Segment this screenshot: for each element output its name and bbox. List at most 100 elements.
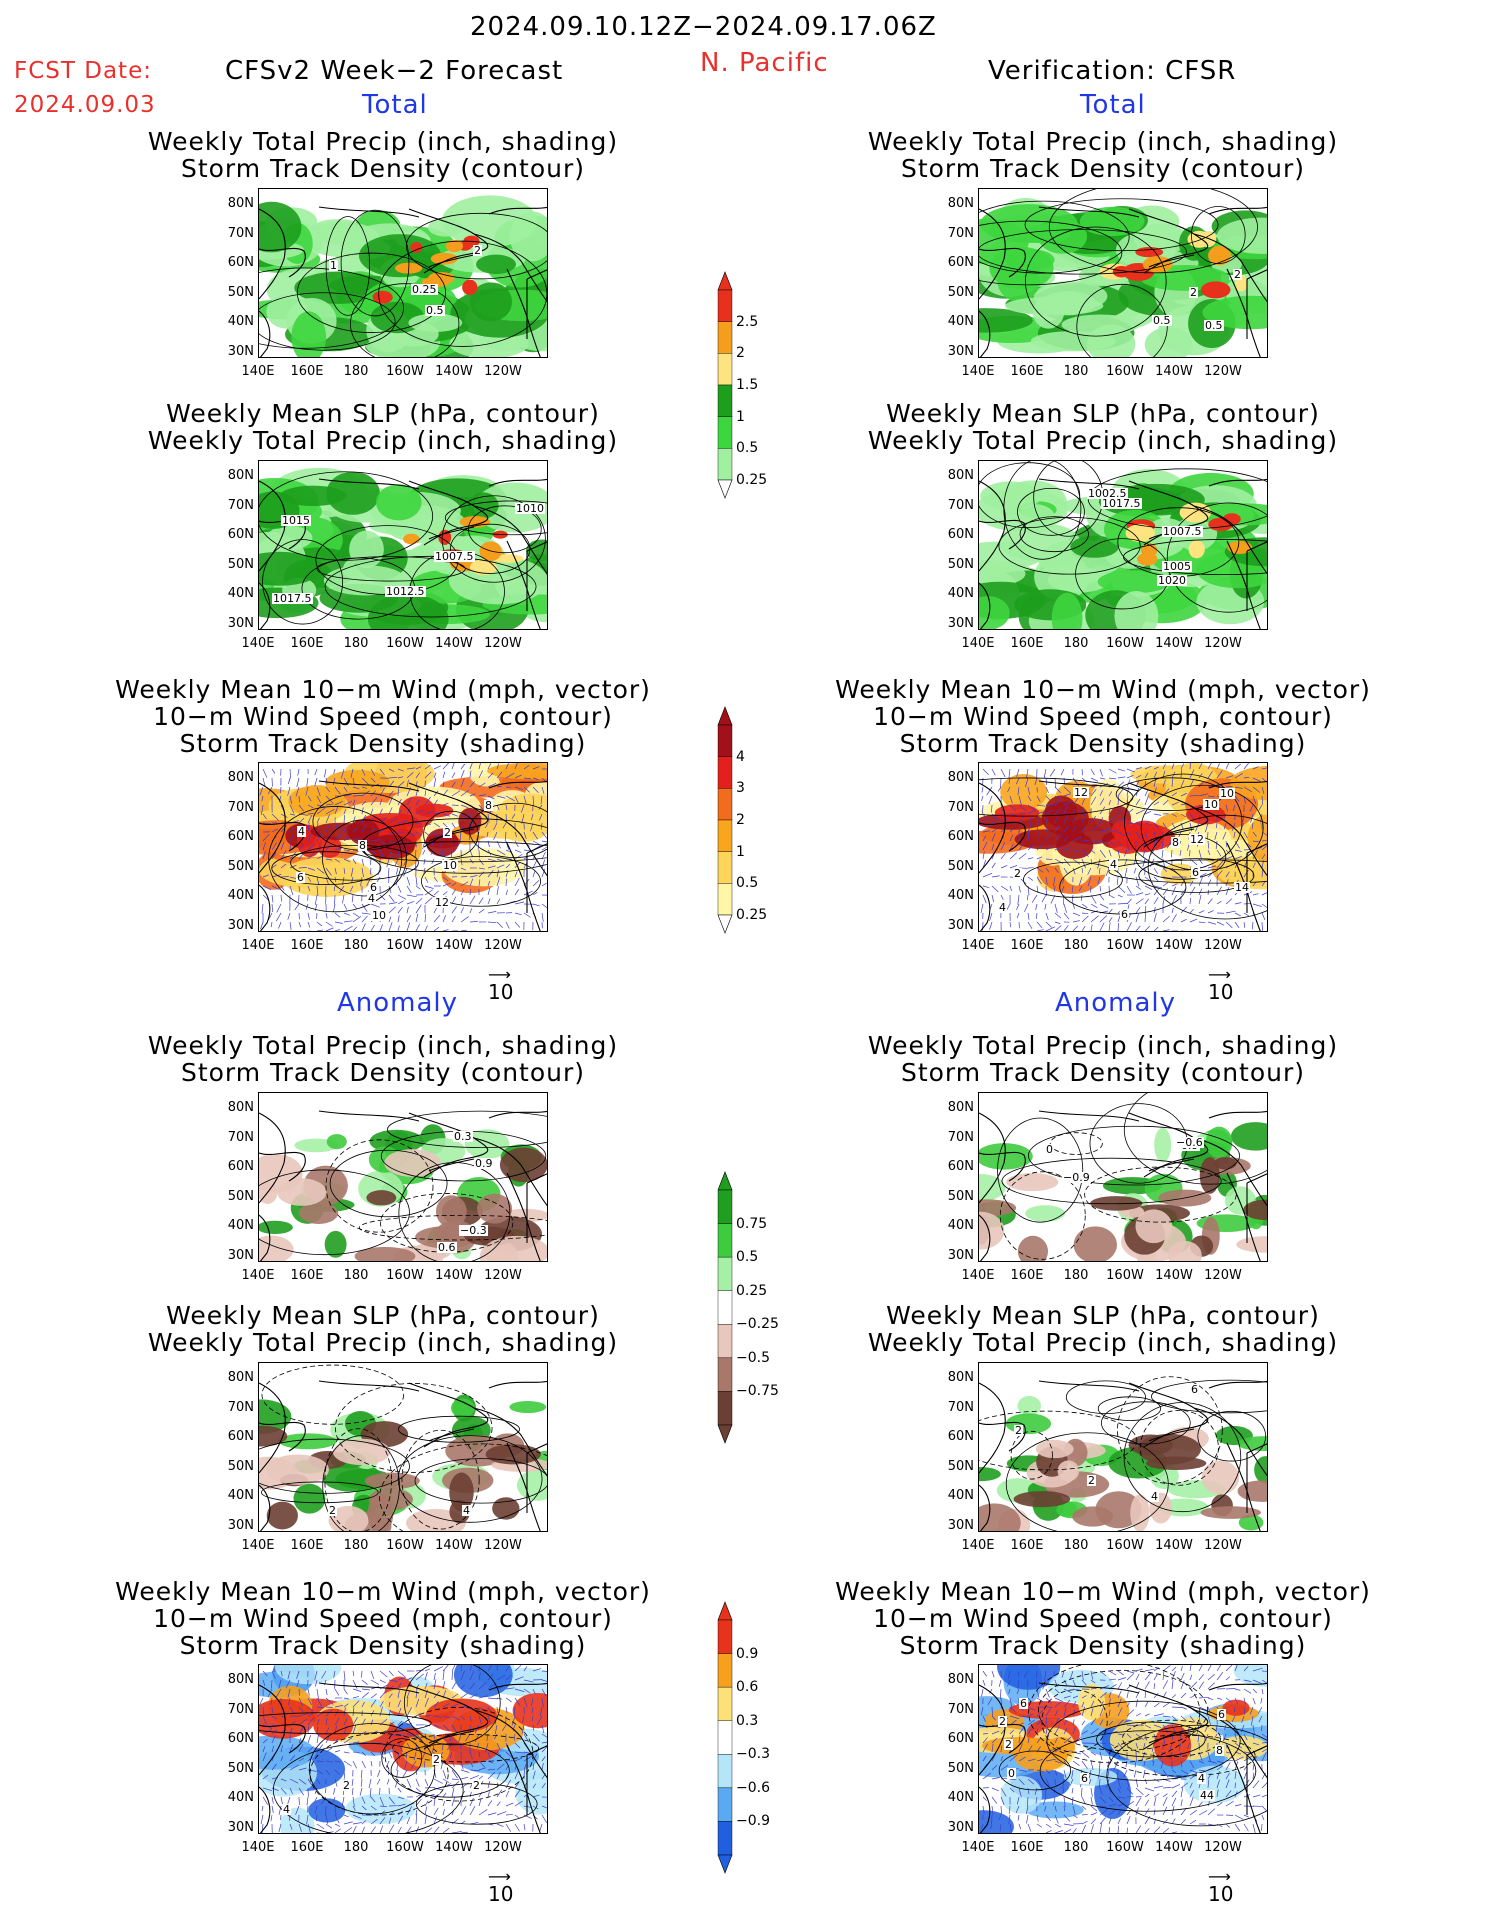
contour-label: 1020 [1157,574,1187,587]
lon-tick-label: 120W [1204,636,1242,651]
contour-label: 2 [342,1779,351,1792]
lat-tick-label: 60N [227,1159,254,1174]
contour-label: 10 [371,909,387,922]
lon-tick-label: 180 [343,1538,369,1553]
lon-tick-label: 140E [961,938,995,953]
colorbar-level-label: 0.25 [736,1282,768,1299]
lat-tick-label: 30N [227,917,254,933]
colorbar-level-label: −0.5 [736,1349,770,1366]
colorbar-level-label: −0.3 [736,1746,770,1763]
lat-tick-label: 60N [947,829,974,844]
lon-tick-label: 140E [241,364,275,379]
lat-tick-label: 40N [227,314,254,329]
contour-label: 6 [1080,1772,1089,1785]
lon-tick-label: 140W [435,364,473,379]
panel-title-line: Storm Track Density (shading) [899,1631,1307,1660]
lat-tick-label: 70N [947,1399,974,1415]
lat-tick-label: 80N [947,196,974,211]
colorbar-level-label: −0.6 [736,1779,770,1796]
lat-tick-label: 50N [947,1188,974,1204]
contour-label: 6 [296,871,305,884]
lat-tick-label: 70N [227,1701,254,1717]
lat-tick-label: 30N [227,1819,254,1835]
contour-label: 6 [1217,1708,1226,1721]
lat-tick-label: 60N [947,255,974,270]
lat-tick-label: 50N [227,1188,254,1204]
map-panel-p3l: 2 6 4 8 8 10 12 6 4 10 [258,762,548,932]
lon-tick-label: 160W [1106,1840,1144,1855]
lon-tick-label: 160W [1106,1268,1144,1283]
lat-tick-label: 30N [227,343,254,359]
lat-tick-label: 50N [947,284,974,300]
lon-tick-label: 140W [435,938,473,953]
contour-label: 8 [484,799,493,812]
contour-label: 14 [1234,881,1250,894]
colorbar-level-label: 0.9 [736,1645,759,1662]
lon-tick-label: 120W [484,1840,522,1855]
contour-label: −0.6 [1175,1136,1204,1149]
lat-tick-label: 60N [227,1731,254,1746]
lat-tick-label: 80N [227,1370,254,1385]
period-title: 2024.09.10.12Z−2024.09.17.06Z [470,12,937,42]
lon-tick-label: 160E [1010,636,1044,651]
forecast-title: CFSv2 Week−2 Forecast [225,56,564,86]
panel-title-line: Weekly Mean 10−m Wind (mph, vector) [115,675,651,704]
contour-label: 6 [1191,866,1200,879]
contour-label: 0.6 [437,1241,457,1254]
lat-tick-label: 30N [947,615,974,631]
lat-tick-label: 30N [947,343,974,359]
colorbar-level-label: 2 [736,812,745,828]
contour-label: 0 [1007,1767,1016,1780]
lat-tick-label: 60N [227,829,254,844]
colorbar-level-label: 0.3 [736,1712,759,1729]
lat-tick-label: 40N [227,1488,254,1503]
lon-tick-label: 160E [1010,1538,1044,1553]
vector-reference: ⟶ 10 [488,967,513,1005]
contour-label: 0.5 [1152,314,1172,327]
lon-tick-label: 180 [343,364,369,379]
lon-tick-label: 160E [290,636,324,651]
lat-tick-label: 40N [947,888,974,903]
lon-tick-label: 180 [1063,636,1089,651]
panel-title-line: Weekly Total Precip (inch, shading) [867,1328,1339,1357]
contour-label: 12 [434,896,450,909]
contour-label: 2 [998,1715,1007,1728]
lon-tick-label: 160W [386,938,424,953]
lat-tick-label: 60N [227,1429,254,1444]
map-panel-p1r: 0.5 2 2 0.5 [978,188,1268,358]
lon-tick-label: 120W [484,1538,522,1553]
lat-tick-label: 60N [947,1731,974,1746]
lon-tick-label: 160W [1106,938,1144,953]
panel-title-line: Weekly Mean SLP (hPa, contour) [886,399,1320,428]
lon-tick-label: 120W [1204,1538,1242,1553]
map-panel-p5r: 6 4 2 2 [978,1362,1268,1532]
contour-label: 4 [1199,1789,1208,1802]
colorbar-level-label: 2 [736,345,745,362]
lon-tick-label: 120W [484,1268,522,1283]
lon-tick-label: 140W [435,1538,473,1553]
lon-tick-label: 140E [961,1840,995,1855]
lat-tick-label: 50N [947,556,974,572]
lon-tick-label: 160W [1106,636,1144,651]
contour-label: 1007.5 [1162,525,1203,538]
contour-label: 2 [473,244,482,257]
colorbar-storm_anom [717,1601,733,1874]
panel-title-line: Weekly Total Precip (inch, shading) [147,127,619,156]
contour-label: 6 [1120,908,1129,921]
lon-tick-label: 180 [343,1840,369,1855]
lon-tick-label: 120W [1204,1840,1242,1855]
lat-tick-label: 50N [227,284,254,300]
lat-tick-label: 70N [227,799,254,815]
panel-title-line: Weekly Mean 10−m Wind (mph, vector) [115,1577,651,1606]
lon-tick-label: 180 [343,1268,369,1283]
contour-label: 6 [1190,1383,1199,1396]
colorbar-level-label: 0.6 [736,1679,759,1696]
contour-label: 1 [329,259,338,272]
panel-title-line: Weekly Mean SLP (hPa, contour) [166,399,600,428]
arrow-right-icon: ⟶ [1208,1867,1231,1886]
lon-tick-label: 140W [435,1840,473,1855]
colorbar-level-label: 3 [736,780,745,797]
lat-tick-label: 80N [947,468,974,483]
map-panel-p3r: 8 6 2 4 4 12 10 10 12 14 6 [978,762,1268,932]
